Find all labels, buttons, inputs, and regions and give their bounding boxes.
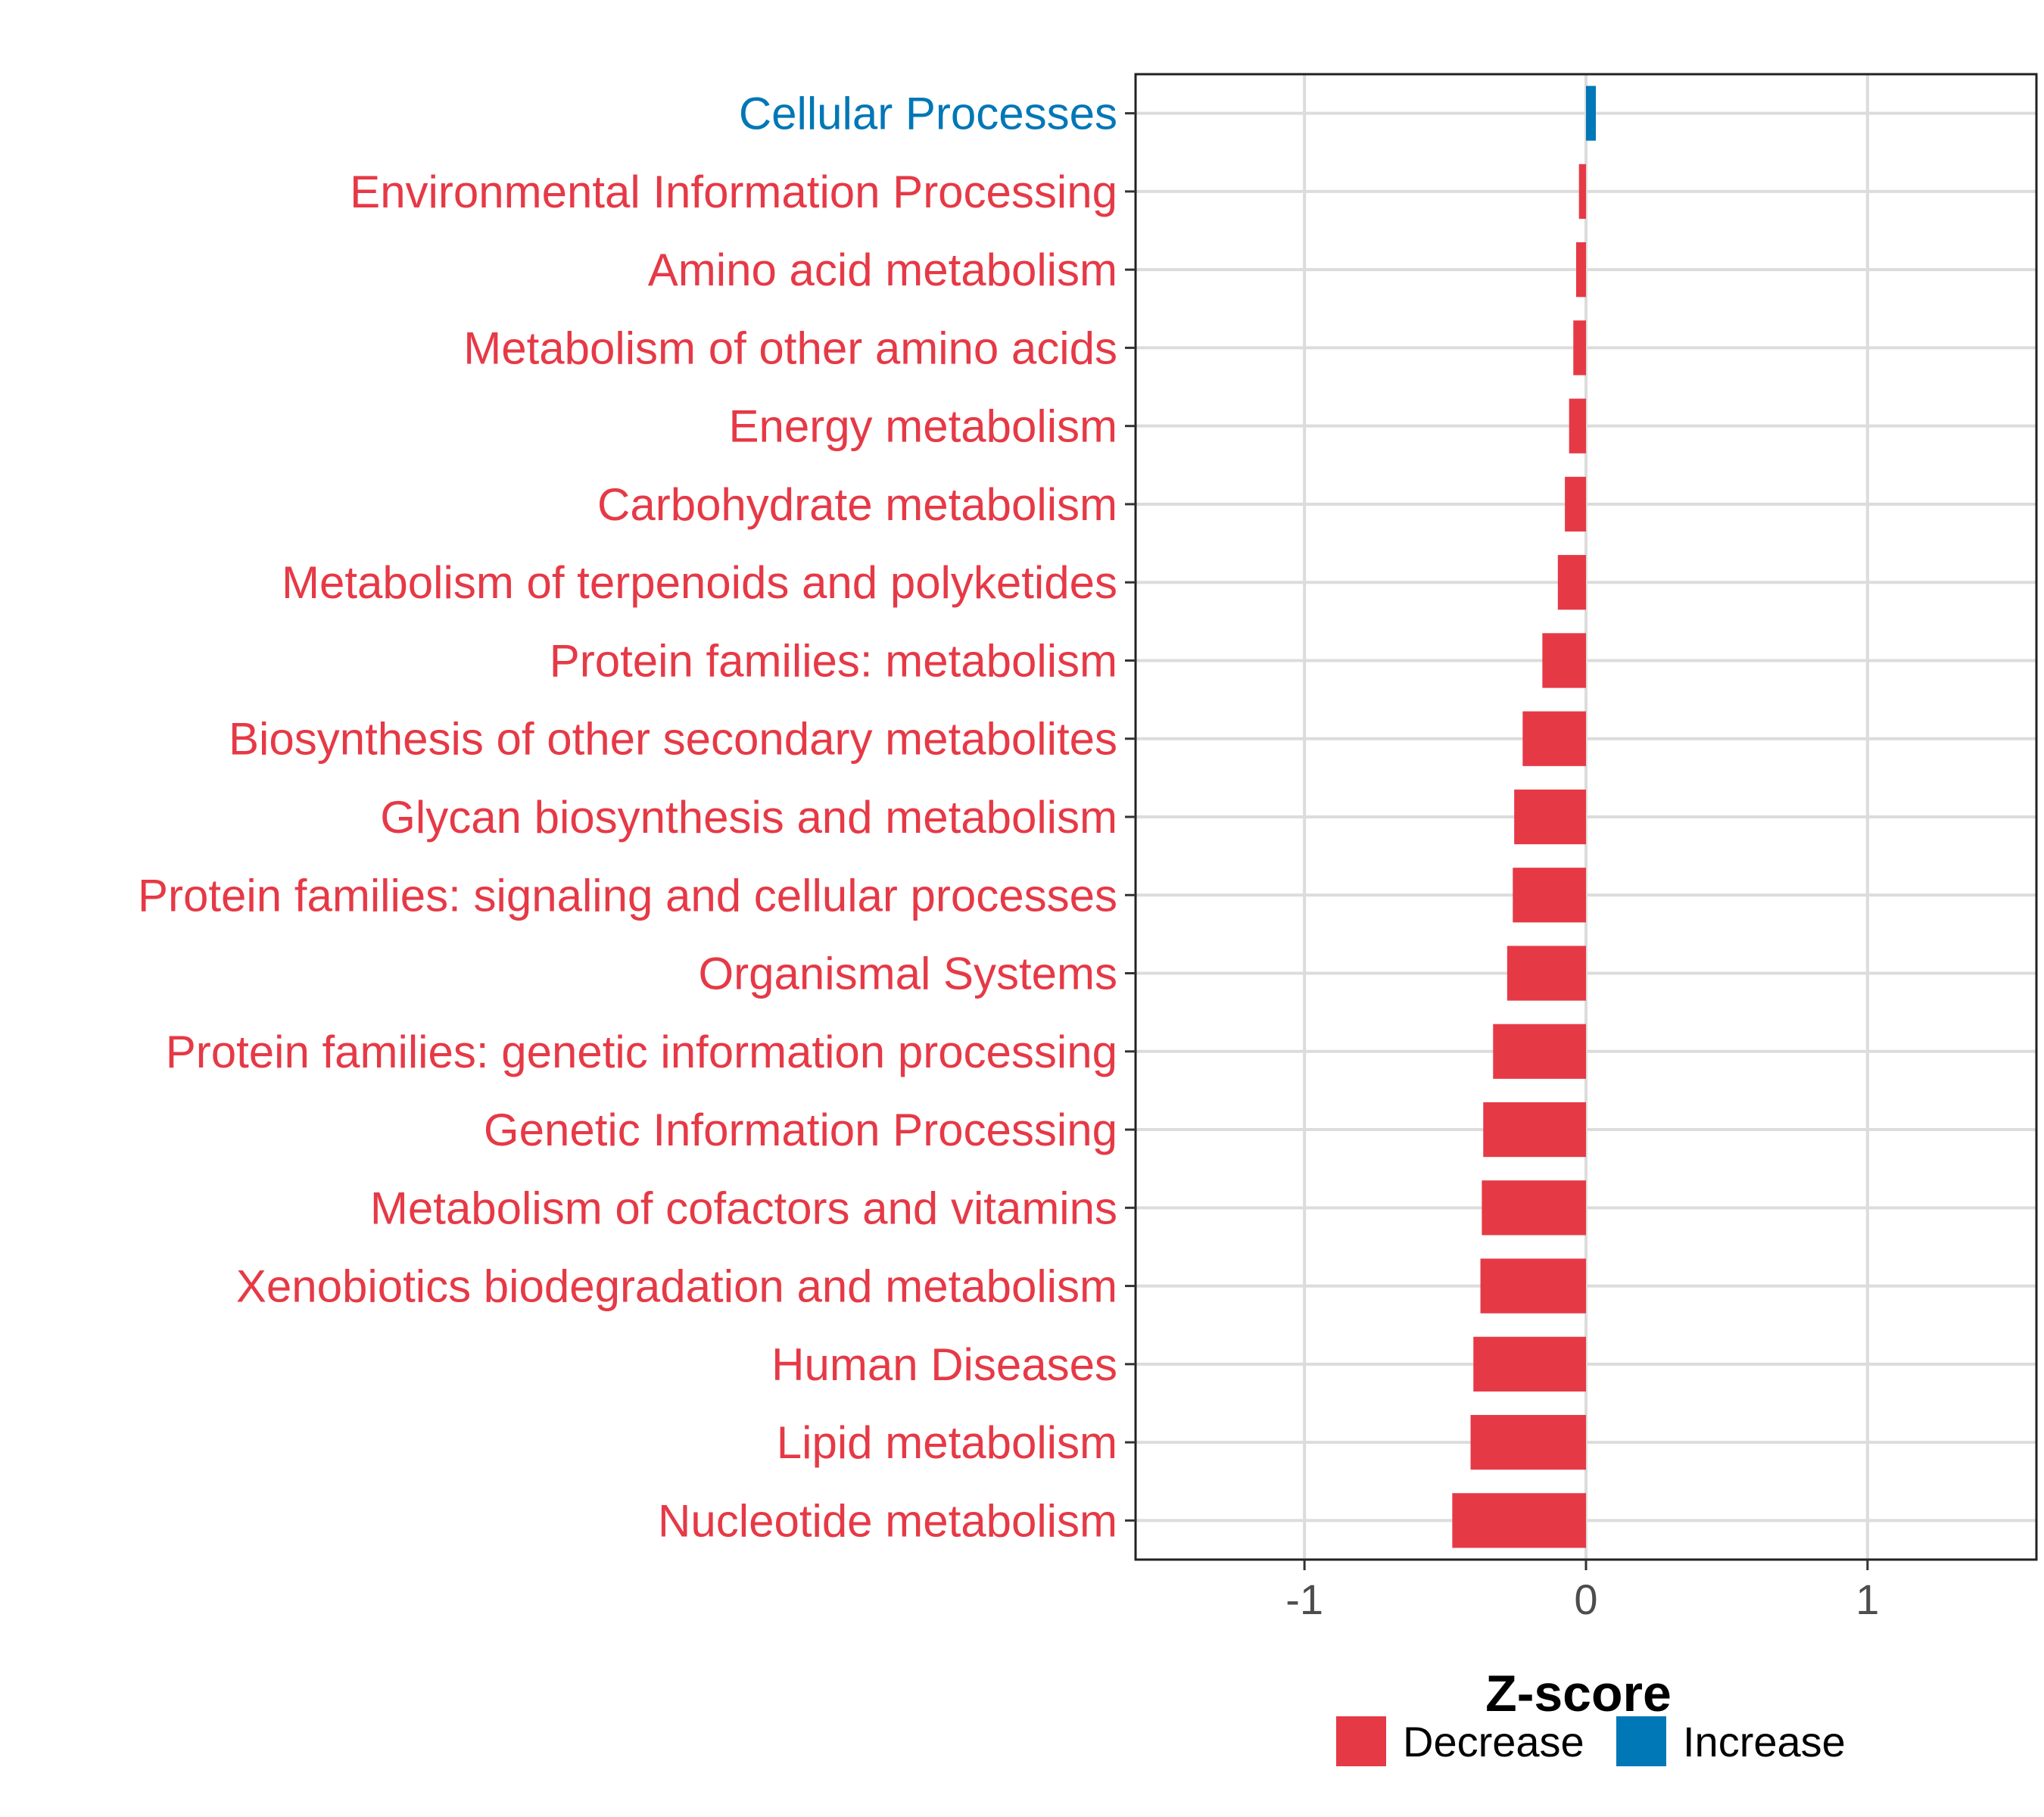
y-axis-ticks [1125, 112, 1136, 1522]
bar [1473, 1336, 1586, 1392]
bar [1493, 1024, 1586, 1079]
bar [1542, 633, 1586, 688]
bar [1557, 555, 1586, 610]
x-tick-label: 0 [1574, 1575, 1597, 1623]
category-label: Environmental Information Processing [350, 167, 1117, 217]
category-label: Protein families: genetic information pr… [166, 1027, 1117, 1077]
category-label: Cellular Processes [739, 89, 1117, 139]
x-axis-title: Z-score [1485, 1665, 1672, 1722]
legend-swatch [1336, 1716, 1386, 1766]
category-label: Carbohydrate metabolism [597, 479, 1117, 530]
x-tick-label: 1 [1855, 1575, 1879, 1623]
bar [1507, 946, 1586, 1001]
bar [1514, 789, 1586, 845]
category-label: Metabolism of terpenoids and polyketides [282, 557, 1117, 608]
bar [1586, 86, 1597, 141]
category-label: Lipid metabolism [777, 1417, 1117, 1468]
bar [1452, 1493, 1586, 1548]
category-label: Glycan biosynthesis and metabolism [380, 792, 1117, 843]
bar [1569, 398, 1586, 453]
category-label: Xenobiotics biodegradation and metabolis… [236, 1261, 1117, 1312]
bar [1575, 242, 1586, 298]
x-axis-ticks [1303, 1560, 1869, 1570]
bar [1483, 1102, 1586, 1158]
legend-label: Decrease [1403, 1718, 1584, 1766]
category-label: Human Diseases [771, 1339, 1117, 1390]
bar [1482, 1180, 1586, 1236]
bar [1573, 320, 1586, 376]
category-label: Amino acid metabolism [648, 245, 1117, 295]
bar [1513, 868, 1586, 923]
legend: Decrease Increase [1336, 1716, 1846, 1766]
x-axis-labels: -1 0 1 [1285, 1575, 1879, 1623]
category-label: Energy metabolism [728, 401, 1117, 452]
y-axis-labels: Cellular Processes Environmental Informat… [138, 89, 1117, 1547]
bars [1452, 86, 1597, 1548]
category-label: Metabolism of other amino acids [463, 323, 1117, 373]
category-label: Nucleotide metabolism [658, 1495, 1117, 1546]
category-label: Organismal Systems [699, 949, 1117, 999]
x-tick-label: -1 [1285, 1575, 1323, 1623]
bar [1480, 1258, 1586, 1314]
category-label: Protein families: metabolism [550, 635, 1117, 686]
category-label: Biosynthesis of other secondary metaboli… [229, 714, 1117, 765]
bar [1522, 711, 1586, 766]
bar [1565, 476, 1586, 532]
legend-label: Increase [1683, 1718, 1846, 1766]
bar [1470, 1414, 1586, 1470]
category-label: Metabolism of cofactors and vitamins [370, 1183, 1117, 1233]
bar [1578, 164, 1586, 220]
legend-swatch [1616, 1716, 1666, 1766]
category-label: Genetic Information Processing [484, 1105, 1117, 1155]
category-label: Protein families: signaling and cellular… [138, 870, 1117, 921]
